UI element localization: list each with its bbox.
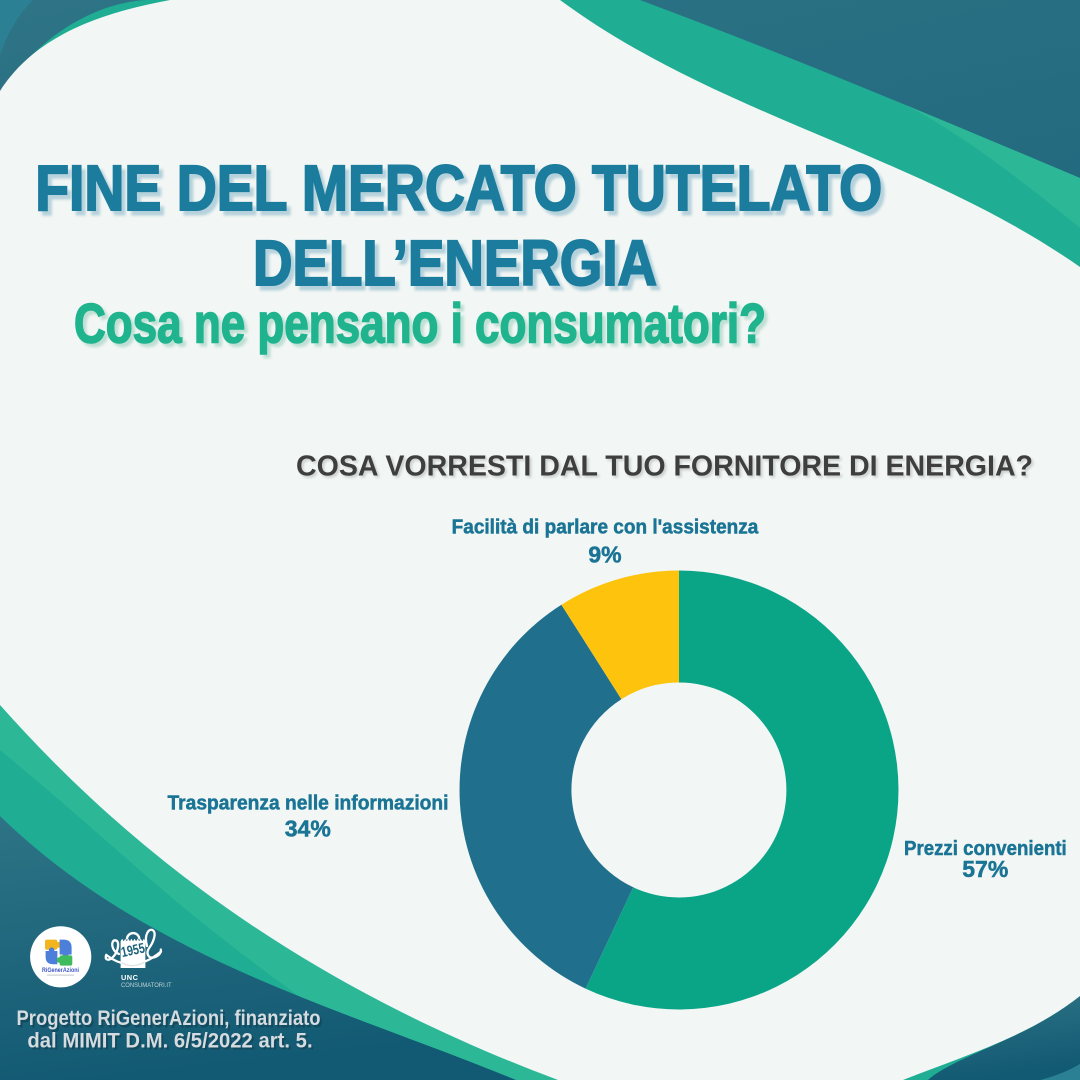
svg-text:RiGenerAzioni: RiGenerAzioni bbox=[42, 967, 79, 974]
svg-text:dal MIMIT D.M. 6/5/2022 art. 5: dal MIMIT D.M. 6/5/2022 art. 5. bbox=[29, 1032, 314, 1055]
svg-text:Progetto RiGenerAzioni, finanz: Progetto RiGenerAzioni, finanziato bbox=[19, 1009, 323, 1032]
svg-text:DELL’ENERGIA: DELL’ENERGIA bbox=[253, 227, 657, 299]
svg-text:1955: 1955 bbox=[120, 940, 147, 961]
svg-text:Progetto RiGenerAzioni, finanz: Progetto RiGenerAzioni, finanziato bbox=[17, 1007, 321, 1030]
svg-text:Prezzi convenienti: Prezzi convenienti bbox=[904, 837, 1067, 860]
svg-text:FINE DEL MERCATO TUTELATO: FINE DEL MERCATO TUTELATO bbox=[35, 152, 882, 224]
svg-text:COSA VORRESTI DAL TUO FORNITOR: COSA VORRESTI DAL TUO FORNITORE DI ENERG… bbox=[296, 450, 1033, 482]
svg-text:57%: 57% bbox=[962, 856, 1008, 882]
svg-text:Cosa ne pensano i consumatori?: Cosa ne pensano i consumatori? bbox=[74, 292, 766, 355]
svg-text:COSA VORRESTI DAL TUO FORNITOR: COSA VORRESTI DAL TUO FORNITORE DI ENERG… bbox=[298, 453, 1035, 485]
svg-text:Cosa ne pensano i consumatori?: Cosa ne pensano i consumatori? bbox=[78, 295, 770, 358]
svg-text:34%: 34% bbox=[285, 815, 331, 841]
svg-text:UNC: UNC bbox=[121, 973, 139, 982]
svg-text:DELL’ENERGIA: DELL’ENERGIA bbox=[257, 232, 661, 304]
svg-text:FINE DEL MERCATO TUTELATO: FINE DEL MERCATO TUTELATO bbox=[39, 157, 886, 229]
svg-text:CONSUMATORI.IT: CONSUMATORI.IT bbox=[121, 982, 172, 989]
svg-text:Facilità di parlare con l'assi: Facilità di parlare con l'assistenza bbox=[452, 516, 759, 539]
svg-text:dal MIMIT D.M. 6/5/2022 art. 5: dal MIMIT D.M. 6/5/2022 art. 5. bbox=[27, 1030, 312, 1053]
svg-text:Trasparenza nelle informazioni: Trasparenza nelle informazioni bbox=[168, 792, 449, 815]
svg-text:9%: 9% bbox=[588, 541, 621, 567]
